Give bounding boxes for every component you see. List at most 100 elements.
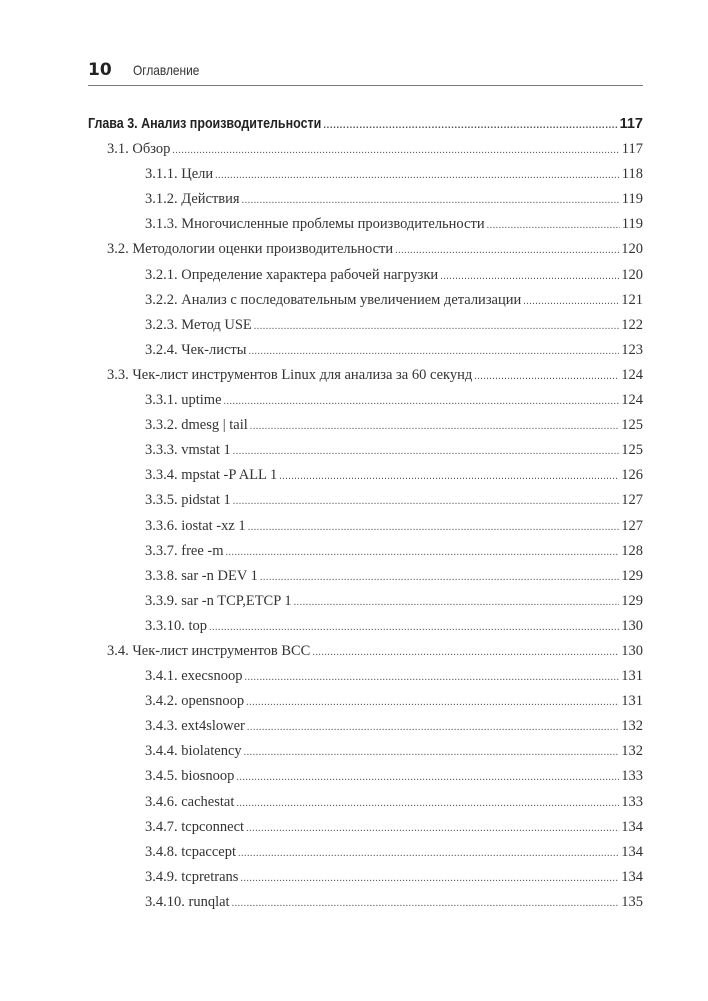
toc-entry[interactable]: 3.3.3. vmstat 1 125 bbox=[88, 442, 643, 467]
toc-entry[interactable]: Глава 3. Анализ производительности 117 bbox=[88, 116, 643, 141]
dot-leader bbox=[215, 170, 620, 181]
toc-entry[interactable]: 3.4.7. tcpconnect 134 bbox=[88, 819, 643, 844]
toc-entry[interactable]: 3.1.3. Многочисленные проблемы производи… bbox=[88, 216, 643, 241]
running-header: 10 Оглавление bbox=[88, 60, 643, 86]
toc-entry[interactable]: 3.3.7. free -m 128 bbox=[88, 543, 643, 568]
toc-entry[interactable]: 3.4.3. ext4slower 132 bbox=[88, 718, 643, 743]
toc-entry-page: 132 bbox=[621, 743, 643, 760]
page-number: 10 bbox=[88, 60, 112, 80]
toc-entry-title: 3.3.5. pidstat 1 bbox=[145, 492, 231, 509]
toc-entry-page: 124 bbox=[621, 366, 643, 383]
toc-entry-page: 130 bbox=[621, 642, 643, 659]
toc-entry-page: 120 bbox=[621, 266, 643, 283]
dot-leader bbox=[242, 195, 620, 206]
toc-entry-page: 120 bbox=[621, 241, 643, 258]
dot-leader bbox=[240, 873, 619, 884]
toc-entry[interactable]: 3.2.2. Анализ с последовательным увеличе… bbox=[88, 292, 643, 317]
toc-entry[interactable]: 3.2.3. Метод USE 122 bbox=[88, 317, 643, 342]
toc-entry[interactable]: 3.3.4. mpstat -P ALL 1 126 bbox=[88, 467, 643, 492]
running-header-title: Оглавление bbox=[133, 62, 200, 78]
toc-entry[interactable]: 3.2. Методологии оценки производительнос… bbox=[88, 241, 643, 266]
toc-entry-page: 133 bbox=[621, 793, 643, 810]
dot-leader bbox=[246, 697, 619, 708]
toc-entry-page: 134 bbox=[621, 843, 643, 860]
toc-entry[interactable]: 3.4.10. runqlat 135 bbox=[88, 894, 643, 919]
toc-entry-title: 3.2.4. Чек-листы bbox=[145, 341, 247, 358]
toc-entry[interactable]: 3.3.1. uptime 124 bbox=[88, 392, 643, 417]
toc-entry[interactable]: 3.4. Чек-лист инструментов BCC 130 bbox=[88, 643, 643, 668]
dot-leader bbox=[233, 496, 619, 507]
dot-leader bbox=[279, 471, 619, 482]
toc-entry[interactable]: 3.1.2. Действия 119 bbox=[88, 191, 643, 216]
toc-entry-title: 3.4.4. biolatency bbox=[145, 743, 242, 760]
table-of-contents: Глава 3. Анализ производительности1173.1… bbox=[88, 116, 643, 919]
dot-leader bbox=[233, 446, 619, 457]
toc-entry-title: 3.4.1. execsnoop bbox=[145, 668, 243, 685]
toc-entry-page: 134 bbox=[621, 818, 643, 835]
toc-entry-title: 3.3.7. free -m bbox=[145, 542, 224, 559]
dot-leader bbox=[246, 823, 619, 834]
toc-entry-page: 129 bbox=[621, 592, 643, 609]
toc-entry[interactable]: 3.4.6. cachestat 133 bbox=[88, 794, 643, 819]
dot-leader bbox=[172, 145, 619, 156]
toc-entry-page: 128 bbox=[621, 542, 643, 559]
toc-entry-page: 131 bbox=[621, 693, 643, 710]
toc-entry[interactable]: 3.2.1. Определение характера рабочей наг… bbox=[88, 267, 643, 292]
toc-entry-page: 129 bbox=[621, 567, 643, 584]
dot-leader bbox=[250, 421, 619, 432]
dot-leader bbox=[209, 622, 619, 633]
dot-leader bbox=[440, 271, 619, 282]
toc-entry[interactable]: 3.3.2. dmesg | tail 125 bbox=[88, 417, 643, 442]
toc-entry-title: 3.3.4. mpstat -P ALL 1 bbox=[145, 467, 278, 484]
toc-entry-title: 3.1.2. Действия bbox=[145, 191, 240, 208]
toc-entry-title: 3.4.3. ext4slower bbox=[145, 718, 245, 735]
toc-entry[interactable]: 3.2.4. Чек-листы 123 bbox=[88, 342, 643, 367]
toc-entry-title: 3.4. Чек-лист инструментов BCC bbox=[107, 642, 311, 659]
toc-entry[interactable]: 3.1. Обзор 117 bbox=[88, 141, 643, 166]
toc-entry[interactable]: 3.3.9. sar -n TCP,ETCP 1 129 bbox=[88, 593, 643, 618]
toc-entry-title: 3.2.1. Определение характера рабочей наг… bbox=[145, 266, 439, 283]
toc-entry[interactable]: 3.1.1. Цели 118 bbox=[88, 166, 643, 191]
toc-entry[interactable]: 3.3.8. sar -n DEV 1 129 bbox=[88, 568, 643, 593]
toc-entry-title: 3.4.6. cachestat bbox=[145, 793, 235, 810]
toc-entry-title: 3.1. Обзор bbox=[107, 141, 171, 158]
toc-entry-page: 132 bbox=[621, 718, 643, 735]
dot-leader bbox=[232, 898, 620, 909]
toc-entry[interactable]: 3.4.5. biosnoop 133 bbox=[88, 768, 643, 793]
toc-entry-page: 134 bbox=[621, 868, 643, 885]
dot-leader bbox=[312, 647, 619, 658]
dot-leader bbox=[474, 371, 619, 382]
toc-entry-page: 131 bbox=[621, 668, 643, 685]
toc-entry[interactable]: 3.4.1. execsnoop 131 bbox=[88, 668, 643, 693]
dot-leader bbox=[395, 245, 619, 256]
toc-entry-title: 3.3.8. sar -n DEV 1 bbox=[145, 567, 258, 584]
dot-leader bbox=[236, 772, 619, 783]
dot-leader bbox=[238, 848, 619, 859]
dot-leader bbox=[254, 321, 619, 332]
toc-entry-page: 122 bbox=[621, 316, 643, 333]
toc-entry-title: 3.1.3. Многочисленные проблемы производи… bbox=[145, 216, 485, 233]
toc-entry[interactable]: 3.3.6. iostat -xz 1 127 bbox=[88, 518, 643, 543]
toc-entry[interactable]: 3.4.9. tcpretrans 134 bbox=[88, 869, 643, 894]
dot-leader bbox=[224, 396, 620, 407]
toc-entry-title: 3.3.6. iostat -xz 1 bbox=[145, 517, 246, 534]
dot-leader bbox=[249, 346, 620, 357]
toc-entry-title: 3.2.2. Анализ с последовательным увеличе… bbox=[145, 291, 522, 308]
toc-entry-title: 3.3.2. dmesg | tail bbox=[145, 417, 248, 434]
toc-entry-page: 119 bbox=[621, 191, 643, 208]
toc-entry-page: 117 bbox=[619, 116, 643, 132]
toc-entry-page: 121 bbox=[621, 291, 643, 308]
toc-entry[interactable]: 3.4.2. opensnoop 131 bbox=[88, 693, 643, 718]
toc-entry[interactable]: 3.3. Чек-лист инструментов Linux для ана… bbox=[88, 367, 643, 392]
toc-entry-page: 130 bbox=[621, 617, 643, 634]
toc-entry-title: 3.2.3. Метод USE bbox=[145, 316, 252, 333]
dot-leader bbox=[226, 547, 620, 558]
toc-entry-title: 3.2. Методологии оценки производительнос… bbox=[107, 241, 394, 258]
toc-entry-title: 3.3. Чек-лист инструментов Linux для ана… bbox=[107, 366, 473, 383]
toc-entry[interactable]: 3.4.4. biolatency 132 bbox=[88, 743, 643, 768]
toc-entry[interactable]: 3.3.5. pidstat 1 127 bbox=[88, 492, 643, 517]
toc-entry[interactable]: 3.3.10. top 130 bbox=[88, 618, 643, 643]
toc-entry[interactable]: 3.4.8. tcpaccept 134 bbox=[88, 844, 643, 869]
toc-entry-title: 3.3.10. top bbox=[145, 617, 208, 634]
dot-leader bbox=[294, 597, 620, 608]
